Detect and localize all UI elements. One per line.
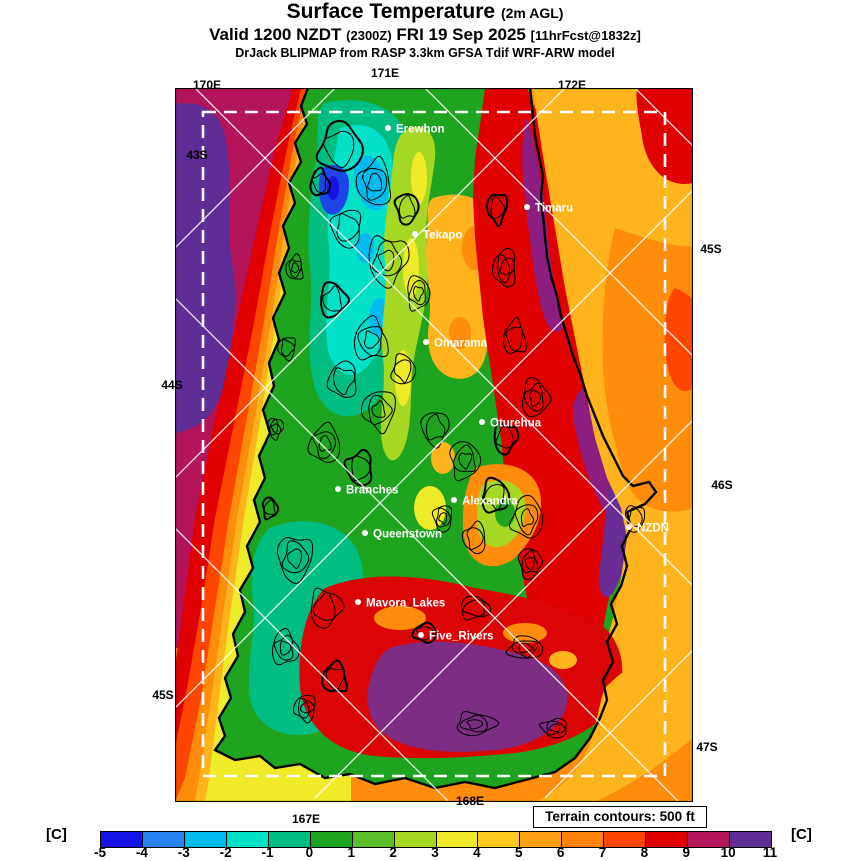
colorbar-tick: 1: [347, 845, 356, 860]
colorbar-cell-0-to-1: [309, 832, 352, 847]
temperature-map-svg: Erewhon Timaru Tekapo Omarama Oturehua Branch…: [154, 47, 736, 839]
colorbar-cell-9-to-10: [687, 832, 730, 847]
place-marker-branches[interactable]: [335, 486, 341, 492]
colorbar-cell-4-to-5: [477, 832, 520, 847]
place-label-mavora_lakes: Mavora_Lakes: [366, 598, 445, 610]
place-label-oturehua: Oturehua: [490, 418, 542, 430]
place-marker-oturehua[interactable]: [479, 419, 485, 425]
colorbar-tick: -3: [177, 845, 190, 860]
axis-label-170e: 170E: [192, 78, 222, 92]
colorbar-cell-10-to-11: [729, 832, 771, 847]
domain-boundary-dashed: [201, 110, 667, 778]
axis-label-45s: 45S: [152, 688, 174, 702]
colorbar-tick: 8: [640, 845, 649, 860]
valid-time-line: Valid 1200 NZDT (2300Z) FRI 19 Sep 2025 …: [209, 25, 641, 44]
colorbar-tick: 7: [598, 845, 607, 860]
colorbar-tick: -5: [93, 845, 107, 860]
colorbar-cell-2-to-3: [393, 832, 436, 847]
axis-label-45s: 45S: [700, 242, 722, 256]
place-markers-layer: Erewhon Timaru Tekapo Omarama Oturehua Branch…: [335, 124, 669, 643]
axis-label-43s: 43S: [186, 148, 208, 162]
colorbar-cell-1-to-2: [351, 832, 394, 847]
place-label-tekapo: Tekapo: [423, 230, 462, 242]
colorbar-tick: 11: [762, 845, 778, 860]
colorbar-tick: 2: [389, 845, 397, 860]
place-label-erewhon: Erewhon: [396, 124, 445, 136]
axis-label-168e: 168E: [455, 794, 485, 808]
title-level-note: (2m AGL): [500, 5, 564, 21]
axis-label-47s: 47S: [696, 740, 718, 754]
place-marker-mavora_lakes[interactable]: [355, 599, 361, 605]
place-marker-five_rivers[interactable]: [418, 632, 424, 638]
colorbar-cell--2-to--1: [225, 832, 268, 847]
coastline: [213, 87, 658, 790]
map-border: [174, 87, 694, 803]
figure-header: Surface Temperature (2m AGL) Valid 1200 …: [0, 0, 850, 61]
colorbar-tick: 4: [473, 845, 481, 860]
ocean-purple-region: [175, 103, 236, 433]
colorbar-unit-right: [C]: [791, 826, 812, 843]
model-line: DrJack BLIPMAP from RASP 3.3km GFSA Tdif…: [235, 46, 615, 60]
colorbar-tick: -2: [219, 845, 232, 860]
axis-label-44s: 44S: [161, 378, 183, 392]
place-marker-omarama[interactable]: [423, 339, 429, 345]
colorbar-unit-left: [C]: [46, 826, 67, 843]
colorbar-tick: 10: [720, 845, 736, 860]
colorbar-cell--1-to-0: [267, 832, 310, 847]
colorbar-cell--4-to--3: [141, 832, 184, 847]
axis-label-171e: 171E: [370, 66, 400, 80]
place-label-timaru: Timaru: [535, 203, 573, 215]
place-label-branches: Branches: [346, 485, 398, 497]
place-marker-erewhon[interactable]: [385, 125, 391, 131]
axis-label-167e: 167E: [291, 812, 321, 826]
southland-purple-region: [367, 641, 568, 752]
colorbar-tick: 0: [305, 845, 314, 860]
colorbar-tick: -1: [261, 845, 274, 860]
figure-title: Surface Temperature (2m AGL): [286, 0, 564, 23]
place-marker-timaru[interactable]: [524, 204, 530, 210]
colorbar-cell-6-to-7: [561, 832, 604, 847]
colorbar-cell-7-to-8: [603, 832, 646, 847]
place-marker-queenstown[interactable]: [362, 530, 368, 536]
colorbar-cell-8-to-9: [645, 832, 688, 847]
place-label-alexandra: Alexandra: [462, 496, 518, 508]
colorbar-tick-labels: -5 -4 -3 -2 -1 0 1 2 3 4 5 6 7 8 9 10 11: [94, 845, 777, 861]
place-label-queenstown: Queenstown: [373, 529, 442, 541]
place-marker-nzdn[interactable]: [626, 524, 632, 530]
colorbar-tick: 9: [682, 845, 691, 860]
place-label-omarama: Omarama: [434, 338, 488, 350]
map-canvas[interactable]: Erewhon Timaru Tekapo Omarama Oturehua Branch…: [154, 47, 736, 839]
place-label-five_rivers: Five_Rivers: [429, 631, 494, 643]
axis-label-46s: 46S: [711, 478, 733, 492]
temperature-colorbar: [100, 831, 772, 848]
place-marker-tekapo[interactable]: [412, 231, 418, 237]
axis-label-172e: 172E: [557, 78, 587, 92]
colorbar-cell-5-to-6: [519, 832, 562, 847]
colorbar-tick: -4: [135, 845, 148, 860]
place-label-nzdn: NZDN: [637, 523, 669, 535]
colorbar-cell--5-to--4: [101, 832, 142, 847]
colorbar-tick: 6: [556, 845, 565, 860]
colorbar-cell-3-to-4: [435, 832, 478, 847]
place-marker-alexandra[interactable]: [451, 497, 457, 503]
colorbar-tick: 3: [431, 845, 439, 860]
terrain-contours-note: Terrain contours: 500 ft: [533, 806, 707, 828]
colorbar-tick: 5: [514, 845, 523, 860]
colorbar-cell--3-to--2: [183, 832, 226, 847]
